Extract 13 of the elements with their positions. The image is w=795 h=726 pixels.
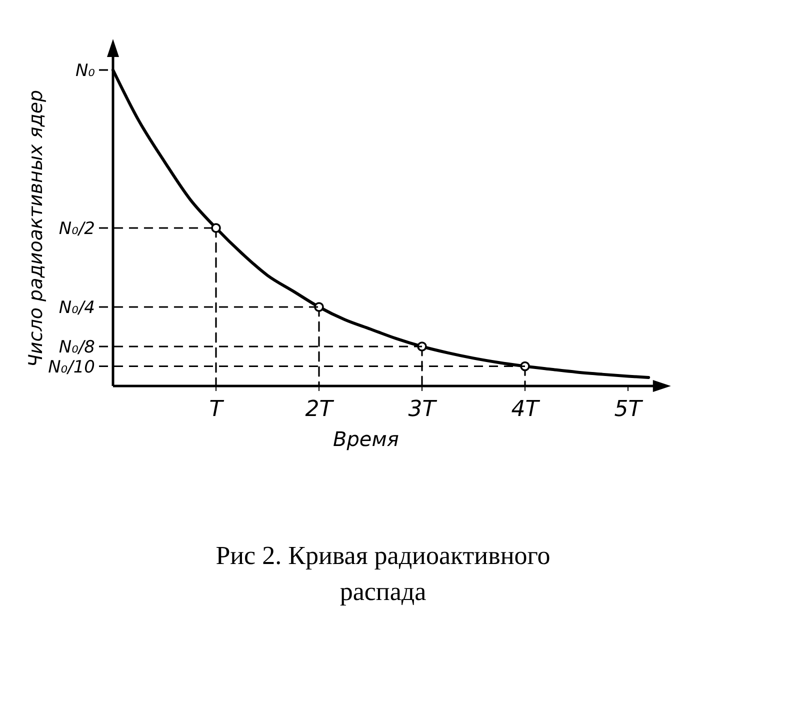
ref-line-label: N₀/4: [58, 298, 95, 318]
ref-line-label: N₀/8: [58, 338, 96, 358]
ref-line-label: N₀/2: [58, 219, 95, 239]
x-axis-title: Время: [333, 427, 399, 451]
x-tick-label: 3T: [408, 397, 438, 422]
ref-line-label: N₀/10: [48, 357, 95, 378]
x-tick-label: T: [209, 397, 224, 422]
text: Рис 2. Кривая радиоактивного распада: [216, 541, 550, 606]
x-tick-label: 2T: [305, 397, 334, 422]
x-tick-label: 5T: [614, 397, 644, 422]
ref-line-label: N₀: [75, 61, 96, 81]
y-axis-title: Число радиоактивных ядер: [25, 90, 47, 368]
x-tick-label: 4T: [511, 397, 540, 422]
